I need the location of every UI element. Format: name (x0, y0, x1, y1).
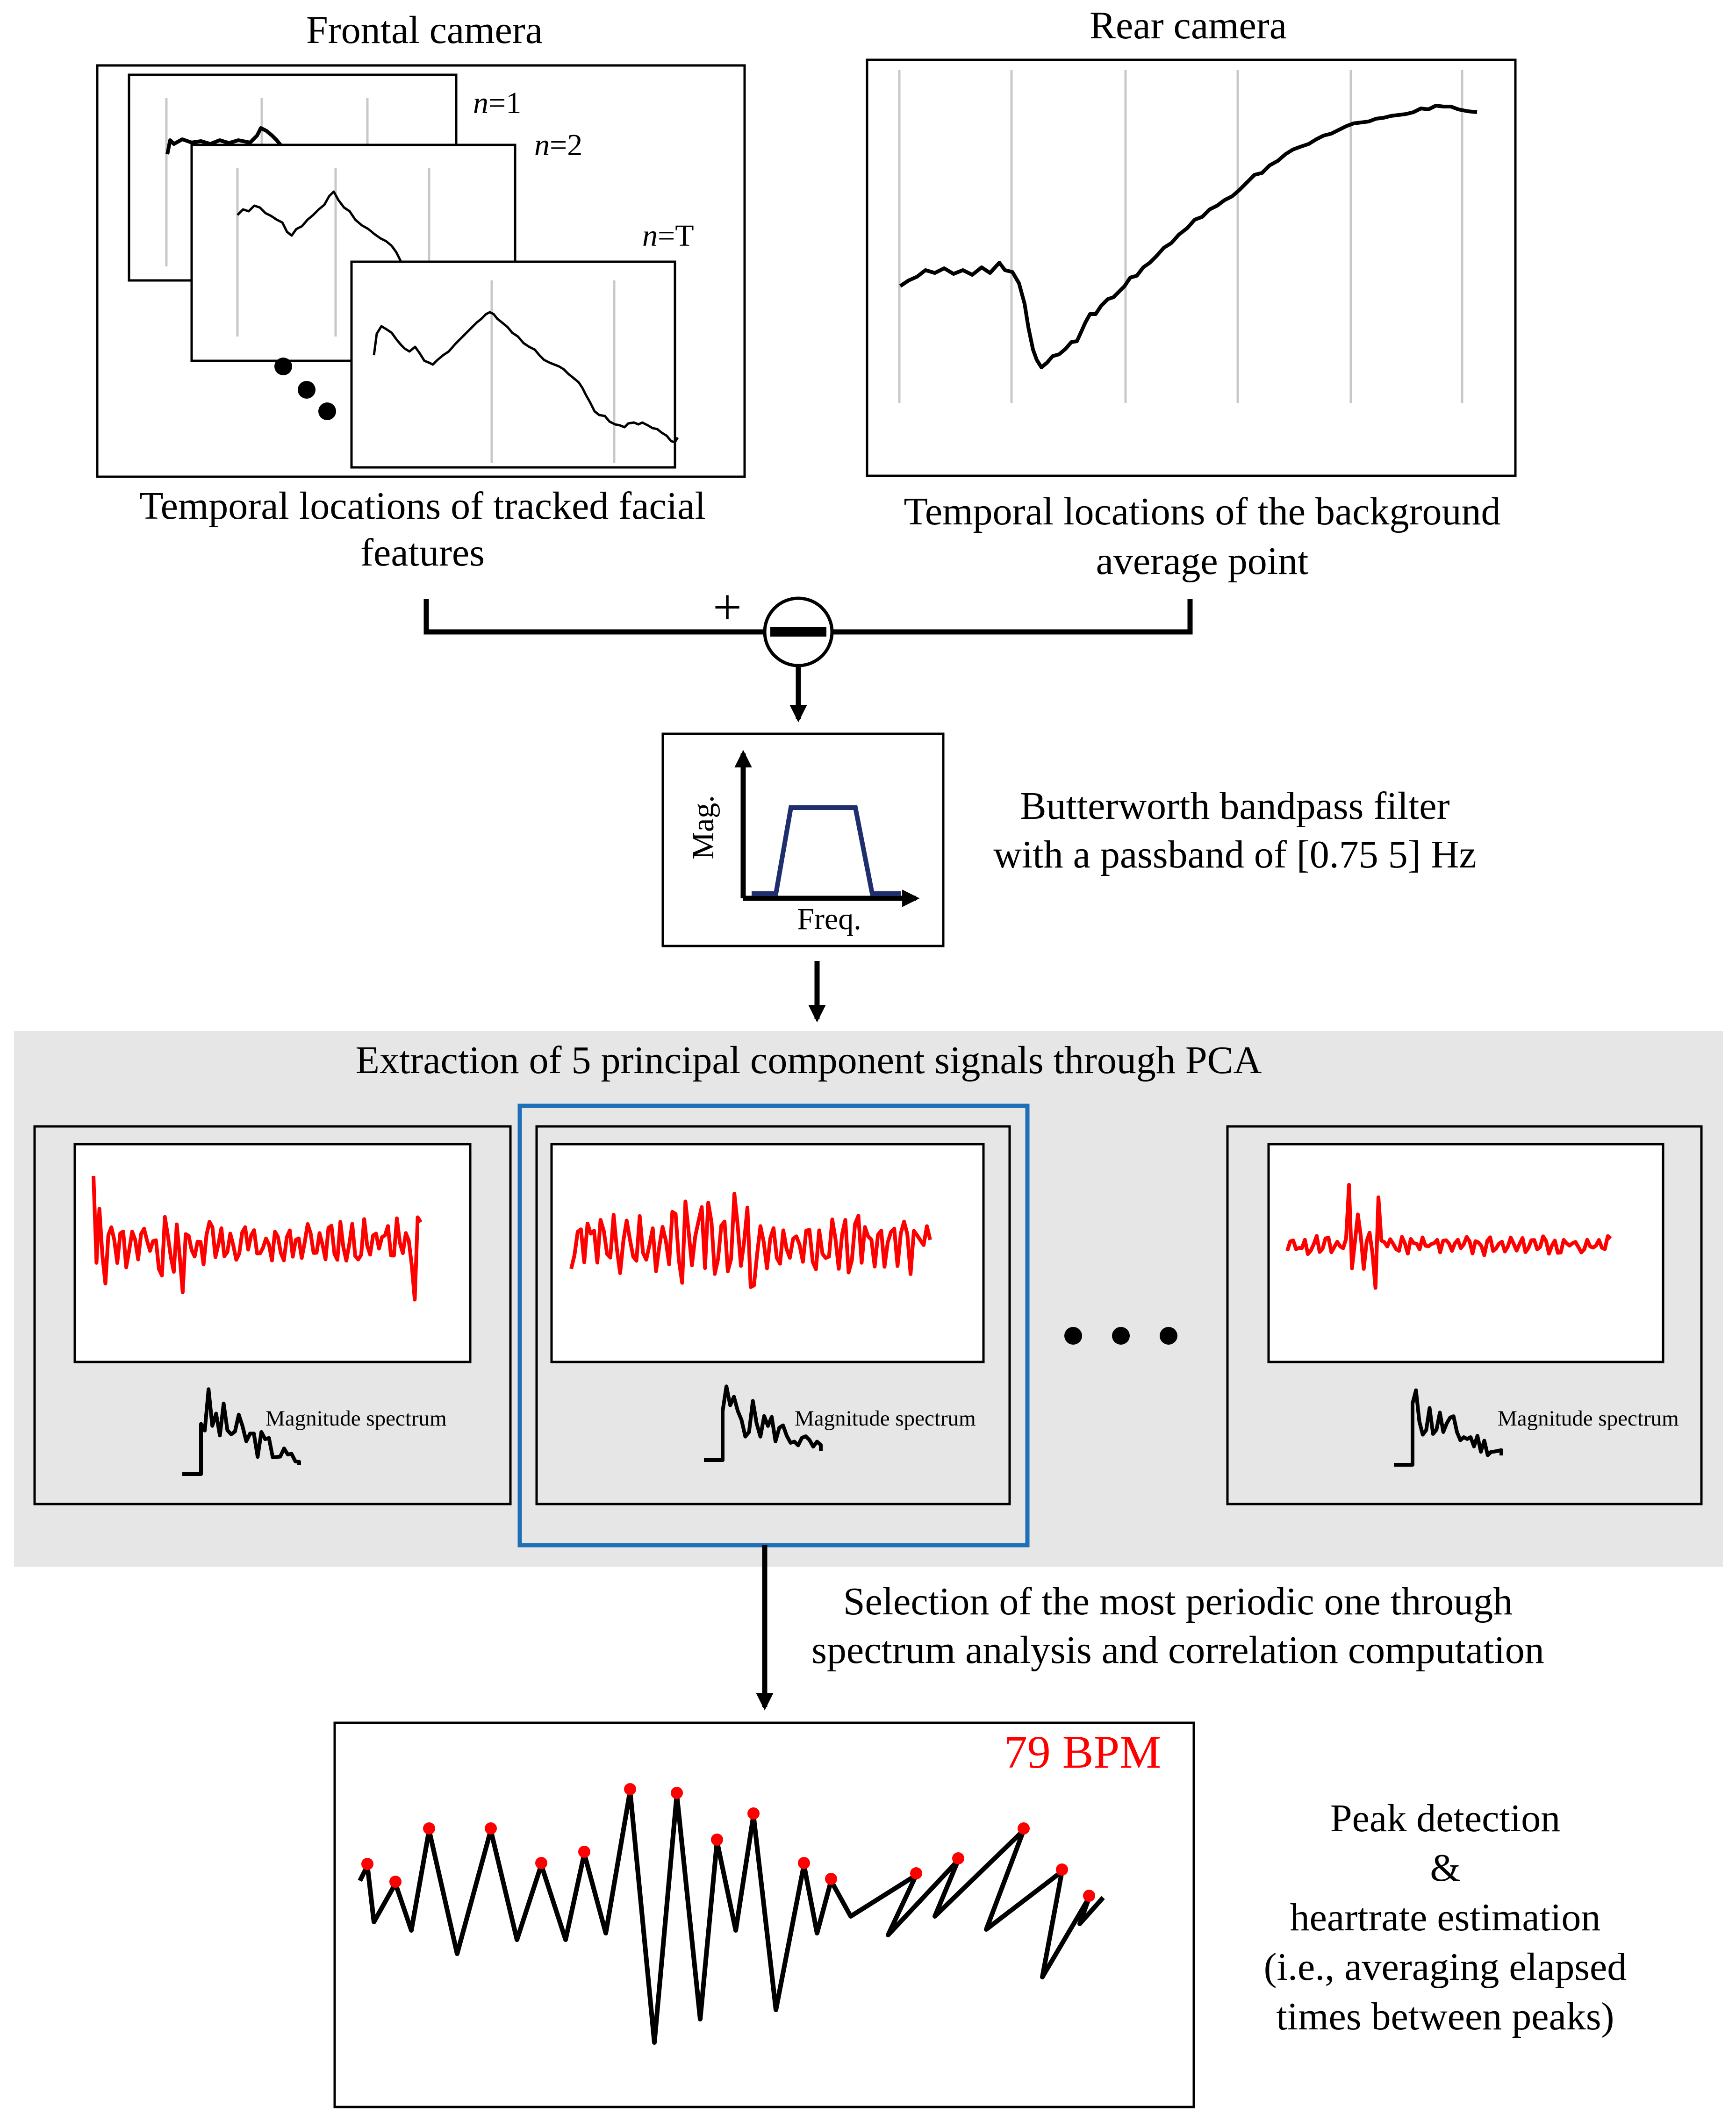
peak-marker (535, 1857, 547, 1869)
plus-sign: + (713, 579, 742, 636)
peak-marker (578, 1846, 590, 1858)
frontal-camera-title: Frontal camera (306, 8, 543, 52)
result-caption: Peak detection & heartrate estimation (i… (1264, 1797, 1627, 2038)
pc-card-1 (33, 1125, 512, 1505)
filter-x-label: Freq. (797, 902, 861, 936)
peak-markers (361, 1783, 1095, 1902)
peak-marker (952, 1852, 964, 1864)
peak-marker (361, 1858, 373, 1870)
pc-signal-1 (92, 1175, 423, 1302)
spectrum-label-2: Magnitude spectrum (795, 1406, 976, 1431)
peak-marker (825, 1873, 837, 1885)
peak-marker (423, 1822, 435, 1834)
filter-box (661, 732, 945, 947)
peak-marker (910, 1867, 922, 1879)
frame-label-nT: n=T (642, 219, 694, 253)
result-caption-line: Peak detection (1330, 1797, 1560, 1840)
magnitude-spectrum-1 (182, 1387, 301, 1476)
frontal-caption-line2: features (360, 531, 485, 574)
peak-marker (389, 1876, 402, 1888)
spectrum-label-5: Magnitude spectrum (1498, 1406, 1679, 1431)
peak-marker (1056, 1863, 1068, 1876)
magnitude-spectrum-5 (1394, 1388, 1503, 1467)
selection-caption-line1: Selection of the most periodic one throu… (843, 1580, 1513, 1623)
rear-camera-panel (866, 58, 1517, 477)
peak-marker (1083, 1890, 1095, 1902)
filter-caption-line2: with a passband of [0.75 5] Hz (993, 833, 1476, 876)
ellipsis-dot (318, 402, 336, 420)
rear-camera-title: Rear camera (1090, 4, 1287, 47)
frame-t-signal (373, 311, 679, 444)
filter-caption-line1: Butterworth bandpass filter (1020, 784, 1449, 828)
peak-marker (747, 1807, 760, 1820)
result-caption-line: & (1430, 1846, 1460, 1890)
frame-2-signal (237, 190, 404, 266)
ellipsis-dot (1160, 1327, 1177, 1345)
pc-card-5 (1226, 1125, 1703, 1505)
frontal-caption-line1: Temporal locations of tracked facial (139, 484, 706, 528)
pc-signal-2 (569, 1191, 932, 1289)
magnitude-spectrum-2 (704, 1384, 823, 1462)
pca-title: Extraction of 5 principal component sign… (356, 1039, 1262, 1082)
rear-signal (899, 104, 1478, 369)
peak-marker (485, 1822, 497, 1834)
peak-marker (711, 1834, 723, 1846)
result-caption-line: (i.e., averaging elapsed (1264, 1945, 1627, 1989)
spectrum-label-1: Magnitude spectrum (265, 1406, 447, 1431)
selection-highlight (517, 1103, 1030, 1548)
peak-marker (671, 1787, 683, 1799)
filter-y-label: Mag. (686, 795, 720, 859)
heart-signal (358, 1789, 1105, 2045)
frame-label-n1: n=1 (473, 86, 521, 120)
pc-card-2 (535, 1125, 1011, 1505)
result-caption-line: heartrate estimation (1290, 1896, 1601, 1939)
pc-plot-5 (1267, 1143, 1664, 1363)
peak-marker (624, 1783, 636, 1795)
peak-marker (1018, 1822, 1030, 1834)
ellipsis-dot (1064, 1327, 1082, 1345)
bpm-readout: 79 BPM (1004, 1726, 1161, 1778)
frame-label-n2: n=2 (534, 128, 582, 162)
frontal-frame-t (350, 260, 676, 469)
rear-caption-line1: Temporal locations of the background (904, 490, 1500, 533)
result-caption-line: times between peaks) (1276, 1995, 1614, 2038)
passband-shape (752, 805, 901, 896)
rear-wire (832, 599, 1193, 635)
ellipsis-dot (298, 381, 316, 399)
pc-signal-5 (1285, 1182, 1612, 1290)
frame-1-signal (165, 126, 282, 155)
ellipsis-dot (1112, 1327, 1130, 1345)
peak-marker (798, 1857, 810, 1869)
rear-caption-line2: average point (1096, 539, 1309, 583)
ellipsis-dot (274, 358, 292, 375)
selection-caption-line2: spectrum analysis and correlation comput… (811, 1628, 1544, 1672)
frontal-wire (423, 599, 765, 635)
